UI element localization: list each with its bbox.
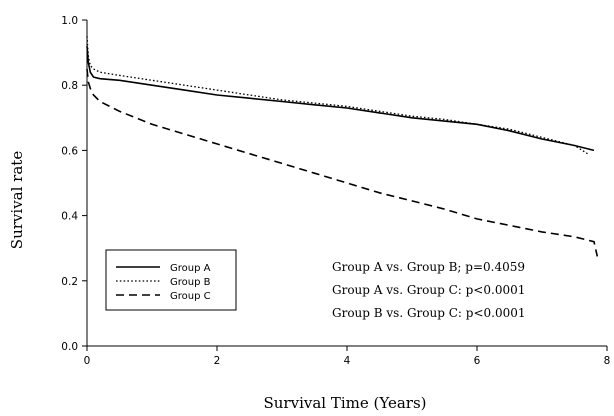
y-tick-label: 0.4 bbox=[61, 211, 78, 223]
y-axis-title: Survival rate bbox=[8, 151, 26, 250]
series-line-group-b bbox=[86, 36, 588, 155]
x-tick-label: 4 bbox=[344, 355, 351, 367]
legend-label: Group A bbox=[170, 263, 211, 274]
axes: 0 2 4 6 8 0.0 0.2 0.4 0.6 0.8 1.0 bbox=[61, 15, 610, 367]
x-tick-label: 2 bbox=[214, 355, 221, 367]
annotations: Group A vs. Group B; p=0.4059 Group A vs.… bbox=[332, 260, 526, 320]
y-tick-label: 0.0 bbox=[61, 341, 78, 353]
legend-label: Group C bbox=[170, 291, 211, 302]
y-tick-label: 0.8 bbox=[61, 80, 78, 92]
legend-label: Group B bbox=[170, 277, 211, 288]
y-tick-label: 0.2 bbox=[61, 276, 78, 288]
series-line-group-a bbox=[86, 46, 595, 152]
y-tick-label: 1.0 bbox=[61, 15, 78, 27]
x-axis-title: Survival Time (Years) bbox=[263, 394, 426, 412]
series-line-group-c bbox=[86, 68, 599, 257]
x-tick-label: 6 bbox=[474, 355, 481, 367]
annotation-text: Group A vs. Group B; p=0.4059 bbox=[332, 260, 525, 274]
x-tick-label: 0 bbox=[84, 355, 91, 367]
legend: Group A Group B Group C bbox=[105, 249, 237, 311]
legend-box bbox=[105, 249, 237, 311]
y-tick-label: 0.6 bbox=[61, 145, 78, 157]
annotation-text: Group A vs. Group C: p<0.0001 bbox=[332, 283, 525, 297]
x-tick-label: 8 bbox=[604, 355, 611, 367]
annotation-text: Group B vs. Group C: p<0.0001 bbox=[332, 306, 526, 320]
series-layer bbox=[86, 36, 599, 257]
